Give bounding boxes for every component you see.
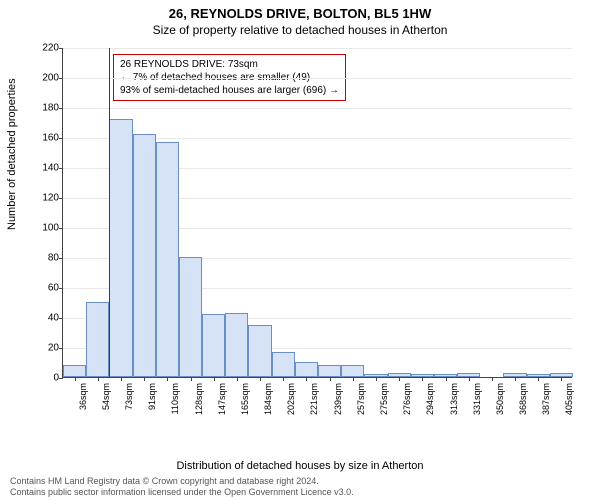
bar [109, 119, 132, 377]
x-tick-mark [330, 377, 331, 381]
x-tick-label: 331sqm [472, 381, 482, 415]
x-tick-label: 313sqm [449, 381, 459, 415]
x-tick-label: 91sqm [147, 381, 157, 410]
x-tick-label: 54sqm [101, 381, 111, 410]
x-tick-mark [144, 377, 145, 381]
x-tick-label: 405sqm [564, 381, 574, 415]
x-tick-mark [353, 377, 354, 381]
y-tick-mark [59, 48, 63, 49]
y-tick-mark [59, 108, 63, 109]
bar [202, 314, 225, 377]
x-tick-label: 257sqm [356, 381, 366, 415]
x-tick-mark [399, 377, 400, 381]
x-tick-mark [167, 377, 168, 381]
bar [179, 257, 202, 377]
x-tick-mark [306, 377, 307, 381]
bar [248, 325, 271, 378]
plot-region: 26 REYNOLDS DRIVE: 73sqm ← 7% of detache… [62, 48, 572, 378]
y-tick-mark [59, 228, 63, 229]
y-tick-mark [59, 138, 63, 139]
chart-area: 26 REYNOLDS DRIVE: 73sqm ← 7% of detache… [62, 48, 572, 418]
grid-line [63, 48, 572, 49]
annotation-line1: 26 REYNOLDS DRIVE: 73sqm [120, 58, 339, 71]
bar [156, 142, 179, 378]
x-tick-label: 221sqm [309, 381, 319, 415]
x-tick-mark [469, 377, 470, 381]
x-tick-label: 165sqm [240, 381, 250, 415]
bar [63, 365, 86, 377]
y-tick-mark [59, 258, 63, 259]
x-tick-label: 275sqm [379, 381, 389, 415]
y-tick-mark [59, 168, 63, 169]
x-tick-label: 73sqm [124, 381, 134, 410]
x-tick-label: 110sqm [170, 381, 180, 414]
bar [341, 365, 364, 377]
x-tick-mark [446, 377, 447, 381]
chart-title-sub: Size of property relative to detached ho… [0, 21, 600, 37]
annotation-line3: 93% of semi-detached houses are larger (… [120, 84, 339, 97]
footer-line1: Contains HM Land Registry data © Crown c… [10, 476, 354, 487]
bar [86, 302, 109, 377]
x-tick-mark [214, 377, 215, 381]
x-tick-label: 368sqm [518, 381, 528, 415]
grid-line [63, 78, 572, 79]
x-tick-label: 387sqm [541, 381, 551, 415]
x-tick-mark [283, 377, 284, 381]
y-axis-label: Number of detached properties [6, 78, 18, 230]
bar [318, 365, 341, 377]
x-tick-label: 294sqm [425, 381, 435, 415]
x-tick-mark [492, 377, 493, 381]
x-tick-mark [260, 377, 261, 381]
x-tick-mark [561, 377, 562, 381]
y-tick-mark [59, 288, 63, 289]
x-tick-label: 147sqm [217, 381, 227, 415]
x-tick-mark [121, 377, 122, 381]
x-tick-label: 36sqm [78, 381, 88, 410]
footer-attribution: Contains HM Land Registry data © Crown c… [10, 476, 354, 498]
x-tick-mark [538, 377, 539, 381]
x-tick-mark [75, 377, 76, 381]
y-tick-mark [59, 348, 63, 349]
bar [272, 352, 295, 378]
grid-line [63, 108, 572, 109]
x-tick-mark [237, 377, 238, 381]
x-tick-mark [422, 377, 423, 381]
x-tick-label: 350sqm [495, 381, 505, 415]
x-axis-label: Distribution of detached houses by size … [0, 460, 600, 472]
chart-title-main: 26, REYNOLDS DRIVE, BOLTON, BL5 1HW [0, 0, 600, 21]
bar [133, 134, 156, 377]
bar [295, 362, 318, 377]
bar [225, 313, 248, 378]
x-tick-mark [98, 377, 99, 381]
x-tick-label: 239sqm [333, 381, 343, 415]
x-tick-label: 276sqm [402, 381, 412, 415]
x-tick-label: 184sqm [263, 381, 273, 415]
y-tick-mark [59, 198, 63, 199]
x-tick-label: 202sqm [286, 381, 296, 415]
y-tick-mark [59, 318, 63, 319]
x-tick-mark [515, 377, 516, 381]
x-tick-label: 128sqm [194, 381, 204, 415]
x-tick-mark [376, 377, 377, 381]
footer-line2: Contains public sector information licen… [10, 487, 354, 498]
x-tick-mark [191, 377, 192, 381]
y-tick-mark [59, 378, 63, 379]
y-tick-mark [59, 78, 63, 79]
property-marker-line [109, 48, 110, 377]
